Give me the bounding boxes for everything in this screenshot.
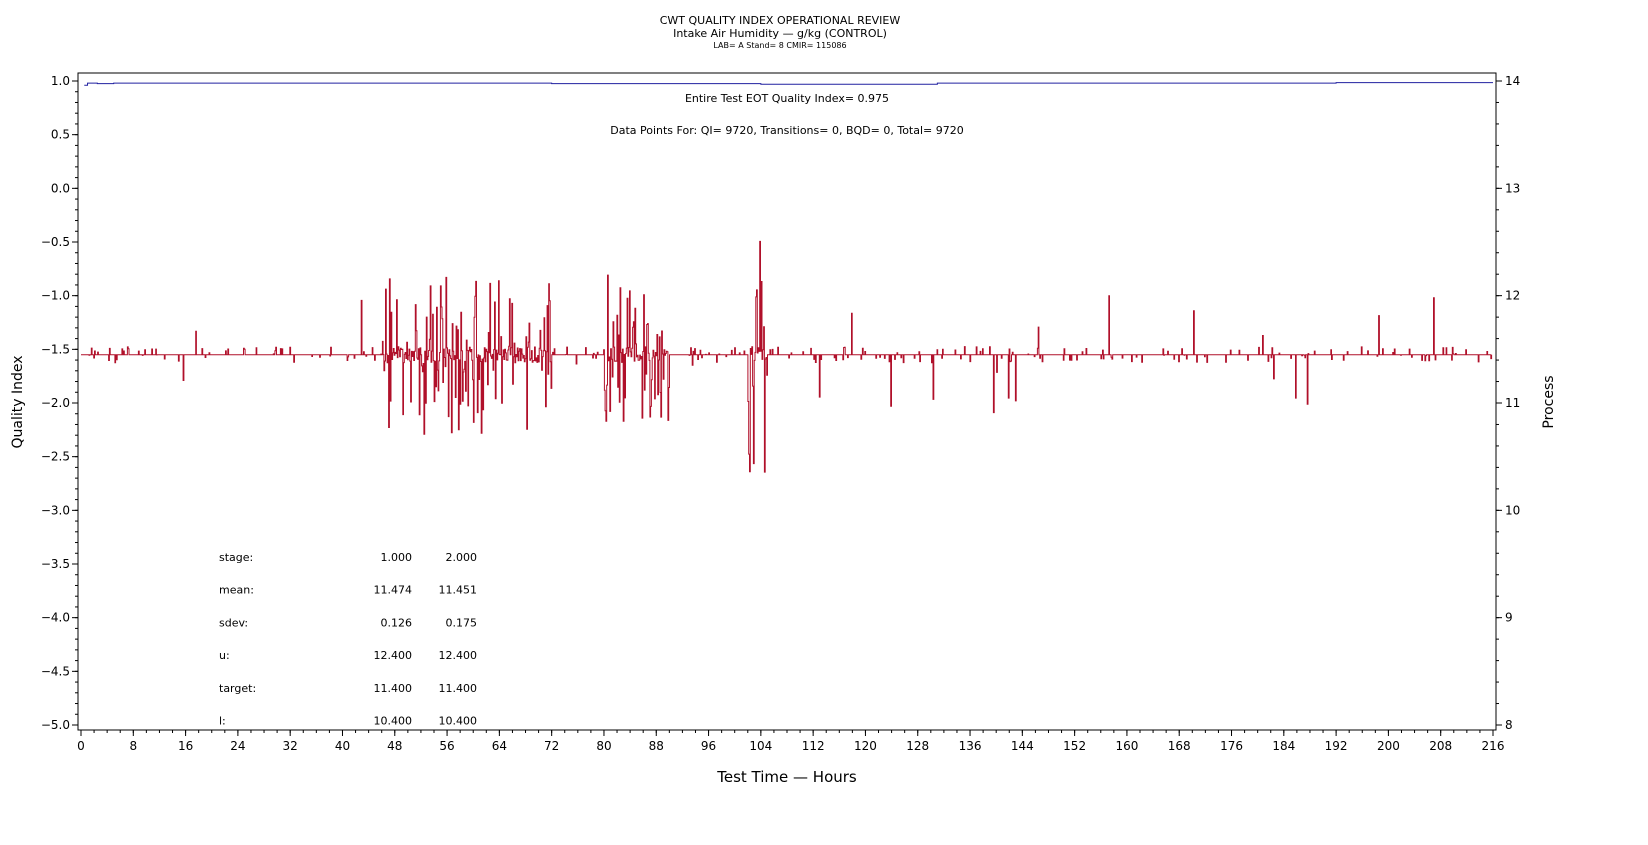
chart-subtitle: Intake Air Humidity — g/kg (CONTROL): [673, 27, 887, 40]
stats-value-stage2: 2.000: [446, 551, 478, 564]
x-tick-label: 0: [77, 739, 85, 753]
y2-tick-label: 14: [1505, 74, 1520, 88]
stats-label: l:: [219, 715, 226, 728]
x-tick-label: 176: [1220, 739, 1243, 753]
y-tick-label: −1.0: [41, 289, 70, 303]
stats-label: stage:: [219, 551, 253, 564]
y-tick-label: −2.5: [41, 450, 70, 464]
x-tick-label: 80: [596, 739, 611, 753]
stats-value-stage1: 0.126: [381, 616, 413, 629]
stats-value-stage1: 11.474: [374, 584, 413, 597]
stats-value-stage2: 10.400: [439, 715, 478, 728]
x-tick-label: 16: [178, 739, 193, 753]
x-tick-label: 8: [129, 739, 137, 753]
x-tick-label: 40: [335, 739, 350, 753]
y-tick-label: −0.5: [41, 235, 70, 249]
y-tick-label: 1.0: [51, 74, 70, 88]
x-tick-label: 144: [1011, 739, 1034, 753]
y-tick-label: −5.0: [41, 718, 70, 732]
y-tick-label: −3.5: [41, 557, 70, 571]
y-tick-label: −3.0: [41, 503, 70, 517]
y-tick-label: −1.5: [41, 342, 70, 356]
y2-tick-label: 12: [1505, 289, 1520, 303]
x-tick-label: 72: [544, 739, 559, 753]
x-tick-label: 32: [283, 739, 298, 753]
y2-tick-label: 8: [1505, 718, 1513, 732]
y-tick-label: 0.0: [51, 181, 70, 195]
y-tick-label: −4.0: [41, 611, 70, 625]
x-tick-label: 136: [959, 739, 982, 753]
stats-value-stage2: 12.400: [439, 649, 478, 662]
stats-value-stage1: 1.000: [381, 551, 413, 564]
x-tick-label: 200: [1377, 739, 1400, 753]
stats-label: mean:: [219, 584, 254, 597]
x-tick-label: 120: [854, 739, 877, 753]
stats-value-stage1: 10.400: [374, 715, 413, 728]
data-points-summary: Data Points For: QI= 9720, Transitions= …: [610, 124, 964, 137]
y2-tick-label: 13: [1505, 181, 1520, 195]
stats-value-stage2: 11.400: [439, 682, 478, 695]
y2-tick-label: 10: [1505, 503, 1520, 517]
stats-value-stage2: 0.175: [446, 616, 478, 629]
stats-value-stage1: 11.400: [374, 682, 413, 695]
x-tick-label: 152: [1063, 739, 1086, 753]
stats-value-stage2: 11.451: [439, 584, 478, 597]
chart-title: CWT QUALITY INDEX OPERATIONAL REVIEW: [659, 14, 901, 27]
y2-tick-label: 11: [1505, 396, 1520, 410]
quality-index-series-line: [84, 82, 1493, 86]
x-tick-label: 56: [439, 739, 454, 753]
x-tick-label: 88: [649, 739, 664, 753]
plot-frame: [77, 72, 1497, 731]
process-series-line: [81, 240, 1493, 473]
y2-tick-label: 9: [1505, 611, 1513, 625]
stats-label: u:: [219, 649, 230, 662]
stats-value-stage1: 12.400: [374, 649, 413, 662]
x-tick-label: 192: [1325, 739, 1348, 753]
x-axis-label: Test Time — Hours: [716, 768, 857, 786]
y-axis-label: Quality Index: [10, 355, 26, 448]
x-tick-label: 160: [1115, 739, 1138, 753]
y2-axis-label: Process: [1541, 375, 1557, 428]
x-tick-label: 168: [1168, 739, 1191, 753]
y-tick-label: −4.5: [41, 664, 70, 678]
x-tick-label: 208: [1429, 739, 1452, 753]
stats-label: target:: [219, 682, 256, 695]
x-tick-label: 48: [387, 739, 402, 753]
x-tick-label: 216: [1482, 739, 1505, 753]
x-tick-label: 24: [230, 739, 245, 753]
eot-quality-index: Entire Test EOT Quality Index= 0.975: [685, 92, 889, 105]
x-tick-label: 184: [1272, 739, 1295, 753]
y-tick-label: 0.5: [51, 128, 70, 142]
stats-label: sdev:: [219, 616, 248, 629]
chart-info: LAB= A Stand= 8 CMIR= 115086: [713, 41, 847, 50]
x-tick-label: 64: [492, 739, 507, 753]
x-tick-label: 96: [701, 739, 716, 753]
y-tick-label: −2.0: [41, 396, 70, 410]
x-tick-label: 104: [749, 739, 772, 753]
x-tick-label: 112: [802, 739, 825, 753]
x-tick-label: 128: [906, 739, 929, 753]
